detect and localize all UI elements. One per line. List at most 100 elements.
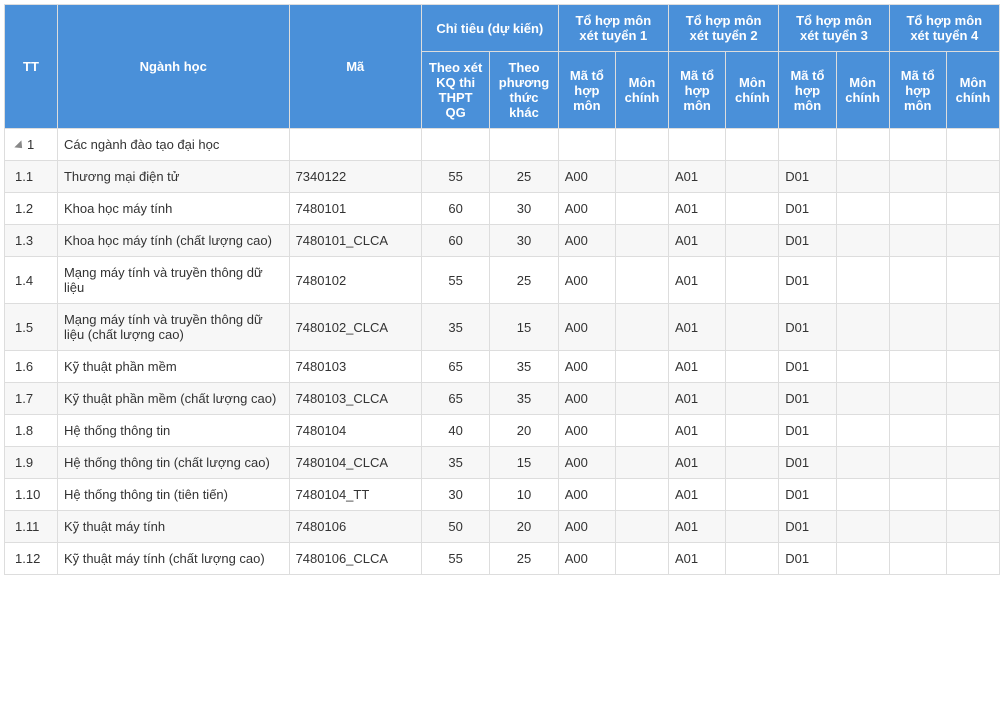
cell-combo4-main [946, 193, 999, 225]
cell-quota-other: 20 [490, 511, 558, 543]
cell-quota-thpt: 40 [421, 415, 489, 447]
cell-quota-other: 25 [490, 257, 558, 304]
cell-combo3-main [836, 383, 889, 415]
cell-combo3-code: D01 [779, 193, 836, 225]
cell-combo2-code: A01 [668, 383, 725, 415]
col-nganh: Ngành học [57, 5, 289, 129]
cell-quota-other: 35 [490, 351, 558, 383]
cell-combo1-main [616, 225, 669, 257]
cell-combo4-code [889, 511, 946, 543]
col-monchinh-2: Môn chính [726, 52, 779, 129]
tt-text: 1.1 [15, 169, 33, 184]
cell-combo4-main [946, 543, 999, 575]
cell-tt: 1.9 [5, 447, 58, 479]
cell-code: 7480104 [289, 415, 421, 447]
cell-combo3-code: D01 [779, 479, 836, 511]
col-tohop2: Tổ hợp môn xét tuyển 2 [668, 5, 778, 52]
cell-quota-other [490, 129, 558, 161]
cell-quota-thpt: 55 [421, 161, 489, 193]
cell-name: Kỹ thuật phần mềm [57, 351, 289, 383]
cell-combo2-code: A01 [668, 161, 725, 193]
tt-text: 1.8 [15, 423, 33, 438]
cell-combo4-code [889, 543, 946, 575]
cell-code: 7340122 [289, 161, 421, 193]
cell-quota-other: 20 [490, 415, 558, 447]
table-row: 1.3Khoa học máy tính (chất lượng cao)748… [5, 225, 1000, 257]
cell-tt: 1.12 [5, 543, 58, 575]
cell-quota-thpt: 50 [421, 511, 489, 543]
cell-combo3-code: D01 [779, 161, 836, 193]
cell-combo4-main [946, 351, 999, 383]
cell-combo1-main [616, 511, 669, 543]
cell-combo4-code [889, 479, 946, 511]
admissions-table: TT Ngành học Mã Chỉ tiêu (dự kiến) Tổ hợ… [4, 4, 1000, 575]
table-row: 1.2Khoa học máy tính74801016030A00A01D01 [5, 193, 1000, 225]
col-theo-khac: Theo phương thức khác [490, 52, 558, 129]
cell-combo1-code: A00 [558, 193, 615, 225]
cell-tt: 1.3 [5, 225, 58, 257]
cell-combo2-code: A01 [668, 479, 725, 511]
cell-combo4-code [889, 257, 946, 304]
cell-combo2-code: A01 [668, 193, 725, 225]
cell-combo1-code: A00 [558, 447, 615, 479]
cell-combo3-main [836, 351, 889, 383]
cell-name: Thương mại điện tử [57, 161, 289, 193]
cell-name: Hệ thống thông tin [57, 415, 289, 447]
cell-combo2-code: A01 [668, 415, 725, 447]
cell-combo4-code [889, 225, 946, 257]
cell-code: 7480103 [289, 351, 421, 383]
cell-code: 7480101_CLCA [289, 225, 421, 257]
cell-combo2-code [668, 129, 725, 161]
cell-code: 7480106_CLCA [289, 543, 421, 575]
cell-combo2-main [726, 415, 779, 447]
cell-combo3-main [836, 161, 889, 193]
cell-combo2-code: A01 [668, 304, 725, 351]
cell-code: 7480103_CLCA [289, 383, 421, 415]
cell-combo4-main [946, 415, 999, 447]
cell-combo4-code [889, 383, 946, 415]
col-monchinh-1: Môn chính [616, 52, 669, 129]
cell-combo1-code: A00 [558, 161, 615, 193]
cell-combo4-main [946, 129, 999, 161]
cell-combo1-main [616, 543, 669, 575]
cell-combo2-main [726, 543, 779, 575]
cell-quota-thpt: 60 [421, 225, 489, 257]
col-monchinh-4: Môn chính [946, 52, 999, 129]
cell-name: Hệ thống thông tin (chất lượng cao) [57, 447, 289, 479]
col-mato-4: Mã tổ hợp môn [889, 52, 946, 129]
cell-combo4-main [946, 383, 999, 415]
cell-quota-thpt: 55 [421, 543, 489, 575]
cell-combo3-main [836, 304, 889, 351]
cell-combo3-code: D01 [779, 415, 836, 447]
cell-combo3-main [836, 511, 889, 543]
cell-combo3-code: D01 [779, 383, 836, 415]
tt-text: 1.3 [15, 233, 33, 248]
cell-name: Kỹ thuật máy tính [57, 511, 289, 543]
cell-combo1-main [616, 415, 669, 447]
cell-combo1-main [616, 479, 669, 511]
cell-name: Kỹ thuật phần mềm (chất lượng cao) [57, 383, 289, 415]
cell-tt: 1.7 [5, 383, 58, 415]
cell-code: 7480104_CLCA [289, 447, 421, 479]
cell-combo2-code: A01 [668, 257, 725, 304]
cell-combo2-main [726, 257, 779, 304]
cell-quota-other: 35 [490, 383, 558, 415]
cell-combo1-code: A00 [558, 351, 615, 383]
cell-combo4-main [946, 511, 999, 543]
cell-quota-thpt: 65 [421, 383, 489, 415]
cell-quota-other: 30 [490, 225, 558, 257]
expand-icon[interactable] [14, 140, 25, 151]
cell-name: Mạng máy tính và truyền thông dữ liệu [57, 257, 289, 304]
cell-quota-thpt [421, 129, 489, 161]
cell-tt: 1.8 [5, 415, 58, 447]
cell-combo4-code [889, 447, 946, 479]
cell-quota-thpt: 60 [421, 193, 489, 225]
tt-text: 1.4 [15, 273, 33, 288]
cell-combo4-code [889, 161, 946, 193]
cell-combo3-main [836, 415, 889, 447]
cell-combo1-code: A00 [558, 543, 615, 575]
tt-text: 1.10 [15, 487, 40, 502]
cell-combo2-main [726, 225, 779, 257]
cell-combo4-main [946, 304, 999, 351]
cell-quota-other: 15 [490, 447, 558, 479]
